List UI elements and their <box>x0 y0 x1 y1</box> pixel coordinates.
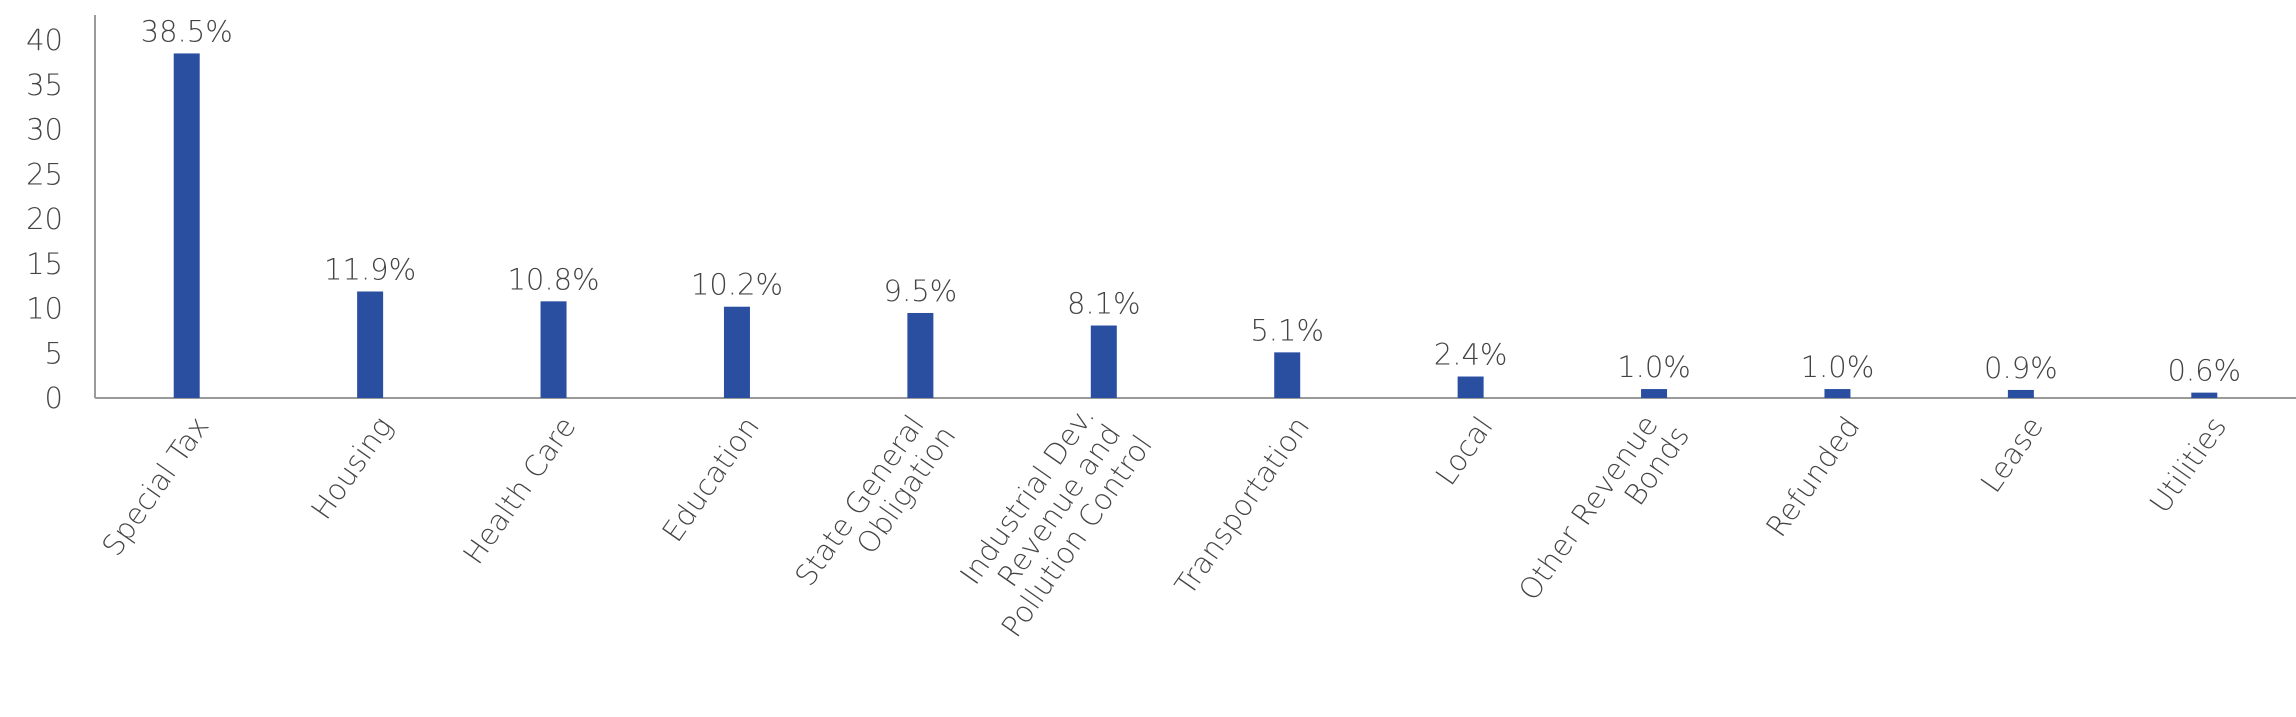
value-label: 8.1% <box>1067 287 1141 321</box>
bar <box>1090 325 1117 398</box>
value-label: 1.0% <box>1801 350 1875 384</box>
y-tick-label: 20 <box>26 202 63 236</box>
y-tick-label: 10 <box>26 292 63 326</box>
bar <box>540 301 567 398</box>
value-label: 38.5% <box>141 14 233 48</box>
x-tick-label: Housing <box>304 410 399 525</box>
bar <box>1824 389 1851 398</box>
x-tick-label: Education <box>655 410 766 548</box>
value-label: 5.1% <box>1250 313 1324 347</box>
bar <box>357 291 384 398</box>
bar <box>2191 392 2218 398</box>
value-label: 9.5% <box>884 274 958 308</box>
x-tick-label: Refunded <box>1759 410 1866 543</box>
bar <box>1457 376 1484 398</box>
x-tick-label: Lease <box>1974 410 2050 498</box>
bar <box>1274 352 1301 398</box>
y-tick-label: 15 <box>26 247 63 281</box>
bar <box>907 312 934 398</box>
x-tick-label: Utilities <box>2143 410 2233 519</box>
x-tick-label: Other Revenue Bonds <box>1512 401 1696 625</box>
bar <box>723 306 750 398</box>
x-tick-label: Special Tax <box>95 410 216 562</box>
y-tick-label: 40 <box>26 23 63 57</box>
value-label: 10.2% <box>691 268 783 302</box>
x-tick-label: Transportation <box>1168 410 1316 601</box>
x-tick-label: Health Care <box>456 410 582 570</box>
value-label: 11.9% <box>324 252 416 286</box>
value-label: 0.9% <box>1984 351 2058 385</box>
value-label: 0.6% <box>2167 354 2241 388</box>
value-label: 1.0% <box>1617 350 1691 384</box>
value-label: 2.4% <box>1434 338 1508 372</box>
y-tick-label: 35 <box>26 68 63 102</box>
y-tick-label: 25 <box>26 157 63 191</box>
y-tick-label: 0 <box>45 381 63 415</box>
x-tick-label: Local <box>1429 410 1500 491</box>
bar <box>1641 389 1668 398</box>
bar <box>2007 389 2034 398</box>
y-tick-label: 5 <box>45 336 63 370</box>
x-tick-label: Industrial Dev. Revenue and Pollution Co… <box>942 392 1159 643</box>
value-label: 10.8% <box>507 262 599 296</box>
y-tick-label: 30 <box>26 113 63 147</box>
bar <box>173 53 200 399</box>
x-tick-label: State General Obligation <box>788 401 962 610</box>
